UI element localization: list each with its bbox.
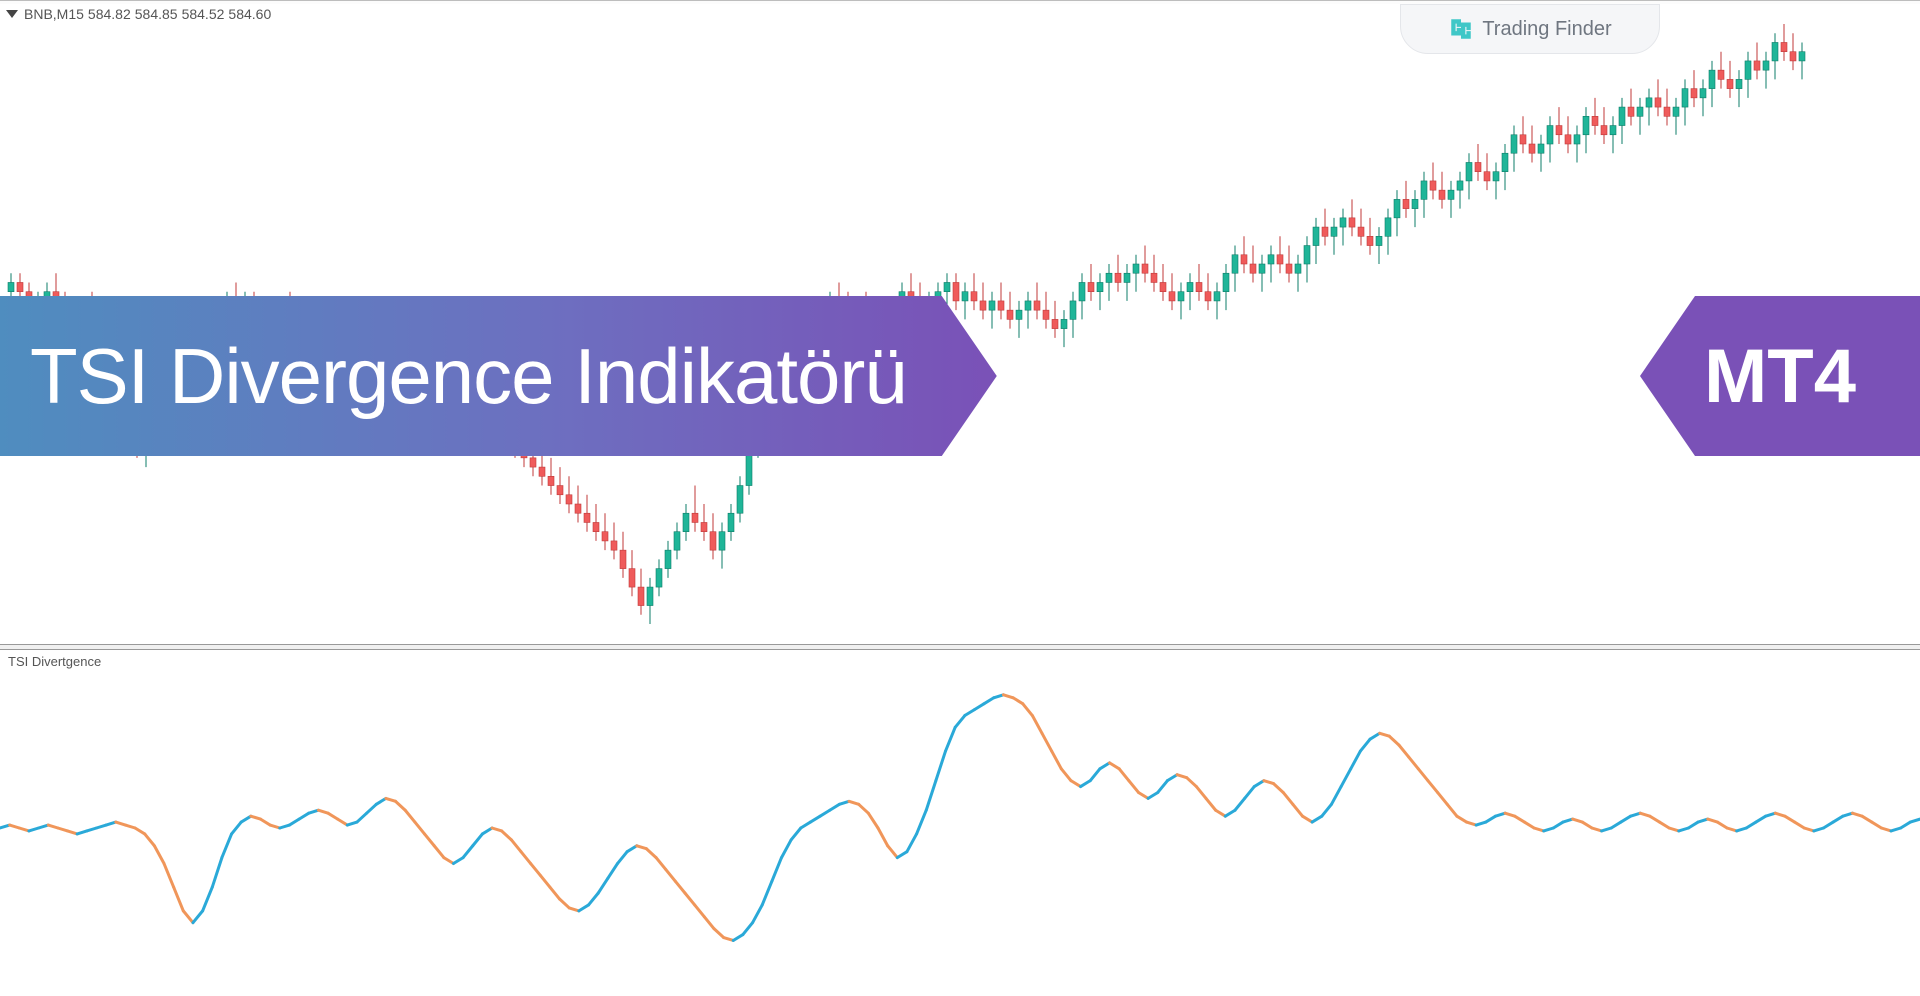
title-text: TSI Divergence Indikatörü	[30, 331, 907, 422]
title-banner: TSI Divergence Indikatörü	[0, 296, 997, 456]
brand-badge: Trading Finder	[1400, 4, 1660, 54]
brand-name: Trading Finder	[1482, 18, 1611, 41]
price-chart-pane[interactable]: BNB,M15 584.82 584.85 584.52 584.60 Trad…	[0, 4, 1920, 644]
trading-terminal: BNB,M15 584.82 584.85 584.52 584.60 Trad…	[0, 0, 1920, 996]
platform-tag-banner: MT4	[1640, 296, 1920, 456]
brand-logo-icon	[1448, 16, 1474, 42]
indicator-pane[interactable]: TSI Divertgence	[0, 650, 1920, 996]
tsi-oscillator-chart[interactable]	[0, 650, 1920, 996]
platform-tag: MT4	[1704, 333, 1856, 420]
